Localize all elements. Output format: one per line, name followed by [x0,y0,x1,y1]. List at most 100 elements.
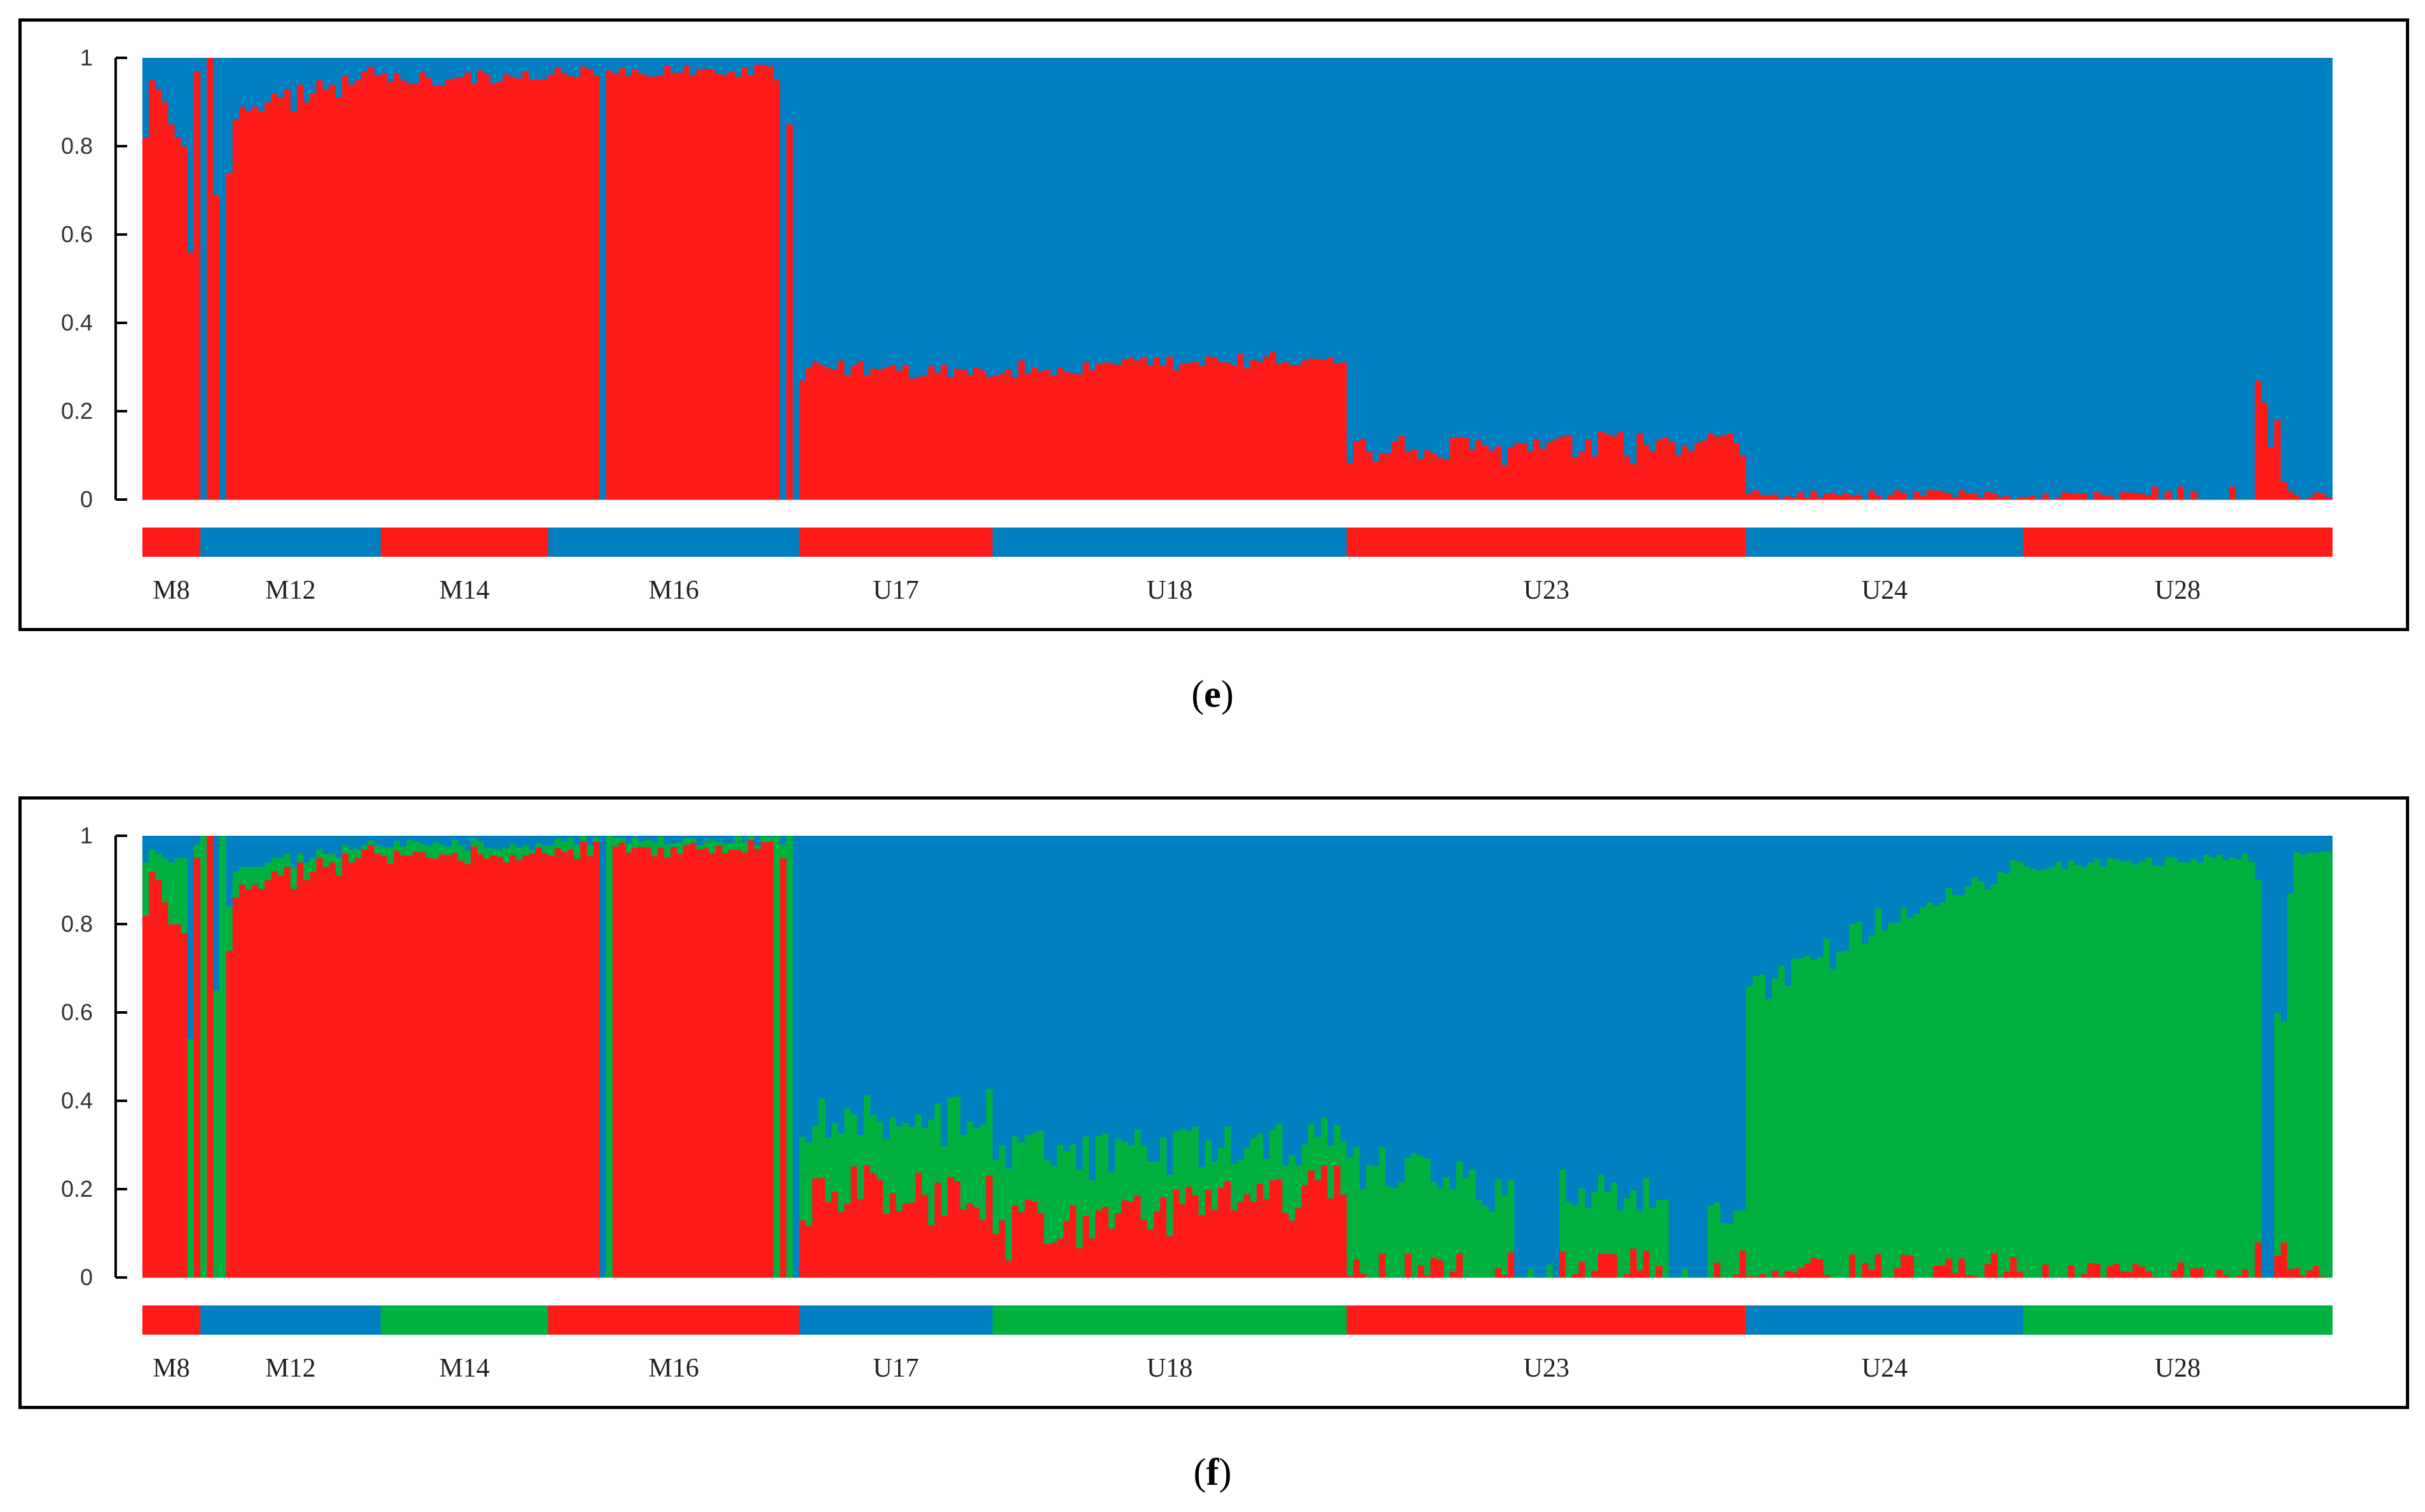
bar-segment-red [1591,1270,1599,1278]
bar-segment-green [1881,930,1889,1278]
bar-segment-green [2177,862,2185,1263]
bar-segment-blue [1411,58,1418,450]
bar-segment-blue [1128,58,1135,358]
bar-segment-blue [548,836,556,845]
bar-segment-blue [2236,58,2243,500]
population-label-M14: M14 [439,576,489,605]
population-strip-U23 [1346,528,1747,557]
bar-segment-red [1095,1210,1103,1278]
bar-segment-green [200,836,207,1278]
bar-segment-red [1173,1189,1180,1278]
bar-segment-blue [587,58,594,70]
bar-segment-blue [277,58,285,98]
bar-segment-blue [1597,836,1605,1175]
bar-segment-red [1449,1271,1457,1278]
bar-segment-red [322,866,330,1278]
bar-segment-red [1772,1270,1779,1278]
bar-segment-red [1958,490,1966,500]
bar-segment-red [825,1202,832,1278]
bar-segment-green [2280,1021,2288,1243]
population-label-U17: U17 [873,576,919,605]
bar-segment-red [1147,365,1154,500]
bar-segment-blue [1984,836,1991,890]
bar-segment-green [1192,1126,1199,1195]
bar-segment-blue [1102,836,1109,1134]
bar-segment-red [999,1220,1006,1278]
bar-segment-red [1424,1275,1431,1278]
bar-segment-red [1327,357,1335,500]
bar-segment-red [645,76,652,500]
bar-segment-green [825,1137,832,1202]
bar-segment-red [1707,433,1714,500]
bar-segment-red [863,1164,871,1278]
bar-segment-blue [310,58,317,93]
population-strip-U23 [1346,1305,1747,1335]
bar-segment-blue [1784,836,1792,986]
bar-segment-red [1617,432,1625,500]
bar-segment-red [1218,1187,1225,1278]
bar-segment-red [587,69,594,500]
bar-segment-blue [2023,836,2030,867]
bar-segment-blue [1823,836,1831,939]
bar-segment-blue [1656,836,1663,1201]
bar-segment-red [522,71,529,500]
bar-segment-red [741,852,749,1278]
bar-segment-red [2306,1270,2314,1278]
bar-segment-red [297,862,304,1278]
bar-segment-blue [2203,836,2211,855]
bar-segment-red [1430,453,1438,500]
population-strip-M16 [548,1305,800,1335]
bar-segment-red [1842,493,1850,500]
bar-segment-red [587,855,594,1278]
bar-segment-red [1437,458,1444,500]
bar-segment-red [670,72,678,500]
bar-segment-blue [181,836,188,859]
bar-segment-blue [1404,836,1412,1158]
bar-segment-red [941,364,948,500]
bar-segment-blue [548,58,556,75]
bar-segment-red [1804,498,1811,500]
bar-segment-red [496,81,504,500]
bar-segment-green [1745,986,1753,1276]
bar-segment-red [1192,361,1199,500]
bar-segment-red [1546,442,1554,500]
bar-segment-red [322,88,330,500]
bar-segment-green [406,839,414,856]
bar-segment-blue [522,58,529,71]
bar-segment-green [1714,1202,1721,1263]
bar-segment-blue [1597,58,1605,432]
bar-segment-red [503,74,510,500]
bar-segment-red [264,102,272,500]
bar-segment-blue [863,58,871,376]
bar-segment-red [271,93,278,500]
bar-segment-red [1494,1268,1502,1278]
bar-segment-blue [1301,58,1309,361]
bar-segment-green [1063,1150,1070,1222]
bar-segment-red [2126,1272,2133,1278]
bar-segment-red [889,1193,897,1278]
bar-segment-red [2119,492,2127,500]
bar-segment-red [1044,1243,1051,1278]
bar-segment-red [1121,1200,1128,1278]
bar-segment-green [612,838,620,847]
bar-segment-green [2300,854,2307,1276]
bar-segment-green [2312,852,2320,1267]
bar-segment-red [1939,491,1946,500]
bar-segment-red [1417,1265,1424,1278]
bar-segment-blue [387,58,394,82]
bar-segment-blue [232,58,240,120]
bar-segment-blue [1958,836,1966,896]
bar-segment-red [1102,362,1109,500]
bar-segment-blue [1817,836,1824,957]
bar-segment-blue [470,58,478,84]
bar-segment-blue [245,836,252,868]
bar-segment-red [277,875,285,1278]
bar-segment-red [1166,1236,1173,1278]
bar-segment-blue [1578,58,1586,452]
bar-segment-red [516,78,523,500]
bar-segment-red [1636,1270,1644,1278]
bar-segment-red [252,884,259,1278]
bar-segment-red [1488,450,1496,500]
bar-segment-green [799,1136,807,1221]
bar-segment-blue [638,836,645,842]
